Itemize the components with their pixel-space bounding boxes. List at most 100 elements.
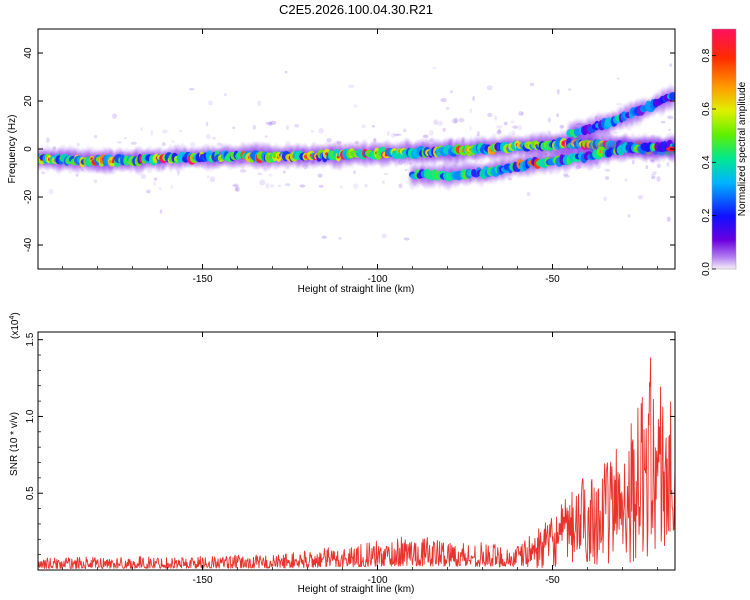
spectrogram-speckle	[656, 176, 661, 182]
spectrogram-speckle	[666, 216, 671, 222]
colorbar-frame	[711, 28, 737, 270]
snr-x-tick-label: -100	[367, 575, 387, 586]
snr-frame	[37, 331, 676, 571]
spectrogram-speckle	[656, 163, 661, 168]
spectrogram-speckle	[150, 130, 154, 136]
snr-scale-note: (x104)	[9, 312, 21, 339]
spectrogram-speckle	[428, 129, 434, 136]
spectrogram-speckle	[212, 136, 217, 140]
spectrogram-speckle	[159, 209, 163, 214]
spectrogram-speckle	[547, 117, 551, 123]
spectrogram-speckle	[123, 136, 128, 140]
spectrogram-y-axis-label: Frequency (Hz)	[7, 115, 18, 184]
chart-title: C2E5.2026.100.04.30.R21	[279, 2, 433, 17]
spectrogram-x-tick-label: -150	[192, 274, 212, 285]
spectrogram-speckle	[442, 127, 446, 132]
spectrogram-speckle	[264, 135, 268, 138]
spectrogram-speckle	[48, 188, 54, 195]
spectrogram-speckle	[669, 63, 673, 67]
spectrogram-speckle	[285, 125, 289, 130]
spectrogram-panel: -150 -100 -50 -40 -20 0 20 40 Height of straig…	[7, 28, 676, 295]
spectrogram-speckle	[268, 121, 273, 127]
spectrogram-speckle	[503, 121, 508, 126]
spectrogram-y-tick-label: 0	[23, 146, 34, 152]
spectrogram-speckle	[252, 124, 256, 130]
spectrogram-speckle	[403, 128, 407, 133]
spectrogram-speckle	[93, 134, 98, 139]
snr-x-tick-label: -50	[545, 575, 560, 586]
spectrogram-speckle	[520, 112, 525, 116]
snr-panel: -150 -100 -50 0.5 1.0 1.5 Height of straight…	[9, 312, 676, 595]
spectrogram-speckle	[232, 126, 236, 129]
spectrogram-x-axis-label: Height of straight line (km)	[298, 284, 415, 295]
spectrogram-speckle	[205, 121, 209, 127]
spectrogram-speckle	[153, 177, 158, 181]
spectrogram-y-tick-label: -40	[23, 237, 34, 252]
spectrogram-y-tick-label: 40	[23, 47, 34, 59]
spectrogram-speckle	[616, 77, 621, 80]
spectrogram-speckle	[437, 120, 443, 127]
snr-x-tick-label: -150	[192, 575, 212, 586]
colorbar-tick-label: 0.4	[701, 155, 712, 169]
spectrogram-speckle	[518, 111, 524, 116]
spectrogram-speckle	[162, 129, 168, 134]
spectrogram-heatmap	[38, 63, 675, 241]
spectrogram-speckle	[396, 133, 402, 136]
snr-y-ticks: 0.5 1.0 1.5	[25, 332, 675, 555]
spectrogram-speckle	[383, 172, 389, 175]
spectrogram-speckle	[567, 88, 572, 91]
spectrogram-speckle	[318, 184, 324, 188]
spectrogram-speckle	[440, 98, 447, 103]
spectrogram-speckle	[284, 70, 288, 74]
spectrogram-speckle	[116, 141, 123, 144]
spectrogram-speckle	[559, 124, 565, 129]
spectrogram-speckle	[317, 173, 323, 178]
spectrogram-speckle	[318, 127, 324, 134]
spectrogram-speckle	[46, 137, 50, 144]
spectrogram-speckle	[352, 183, 359, 190]
spectrogram-speckle	[433, 119, 438, 126]
spectrogram-speckle	[510, 120, 516, 124]
spectrogram-speckle	[146, 189, 151, 194]
spectrogram-speckle	[283, 170, 286, 174]
spectrogram-speckle	[93, 179, 98, 184]
spectrogram-speckle	[158, 187, 162, 191]
spectrogram-speckle	[472, 95, 475, 102]
colorbar-tick-label: 0.0	[701, 262, 712, 276]
spectrogram-speckle	[651, 175, 656, 180]
spectrogram-speckle	[140, 127, 143, 132]
spectrogram-x-tick-label: -50	[545, 274, 560, 285]
spectrogram-speckle	[637, 195, 644, 200]
spectrogram-y-tick-label: -20	[23, 189, 34, 204]
spectrogram-speckle	[40, 171, 46, 175]
spectrogram-speckle	[361, 124, 366, 129]
spectrogram-speckle	[170, 184, 174, 190]
colorbar: 0.0 0.2 0.4 0.6 0.8 Normalized spectral ampl…	[701, 28, 748, 276]
spectrogram-speckle	[294, 123, 300, 128]
spectrogram-speckle	[660, 120, 666, 124]
spectrogram-speckle	[284, 183, 291, 187]
spectrogram-speckle	[234, 187, 239, 192]
spectrogram-speckle	[458, 117, 465, 123]
spectrogram-speckle	[526, 191, 531, 197]
spectrogram-track-cell	[668, 92, 675, 101]
spectrogram-speckle	[268, 173, 273, 177]
spectrogram-speckle	[486, 85, 493, 91]
spectrogram-speckle	[404, 168, 408, 172]
spectrogram-speckle	[498, 128, 501, 133]
spectrogram-speckle	[627, 214, 631, 218]
spectrogram-speckle	[209, 176, 216, 183]
spectrogram-speckle	[624, 178, 628, 182]
spectrogram-speckle	[393, 133, 400, 136]
spectrogram-speckle	[398, 183, 403, 189]
spectrogram-speckle	[269, 120, 277, 125]
spectrogram-y-tick-label: 20	[23, 95, 34, 107]
spectrogram-speckle	[469, 125, 472, 131]
spectrogram-speckle	[556, 88, 560, 95]
spectrogram-speckle	[153, 180, 157, 186]
spectrogram-speckle	[170, 140, 176, 144]
spectrogram-y-ticks: -40 -20 0 20 40	[23, 47, 675, 252]
spectrogram-speckle	[667, 115, 674, 120]
colorbar-gradient	[712, 29, 736, 269]
spectrogram-speckle	[666, 161, 670, 168]
